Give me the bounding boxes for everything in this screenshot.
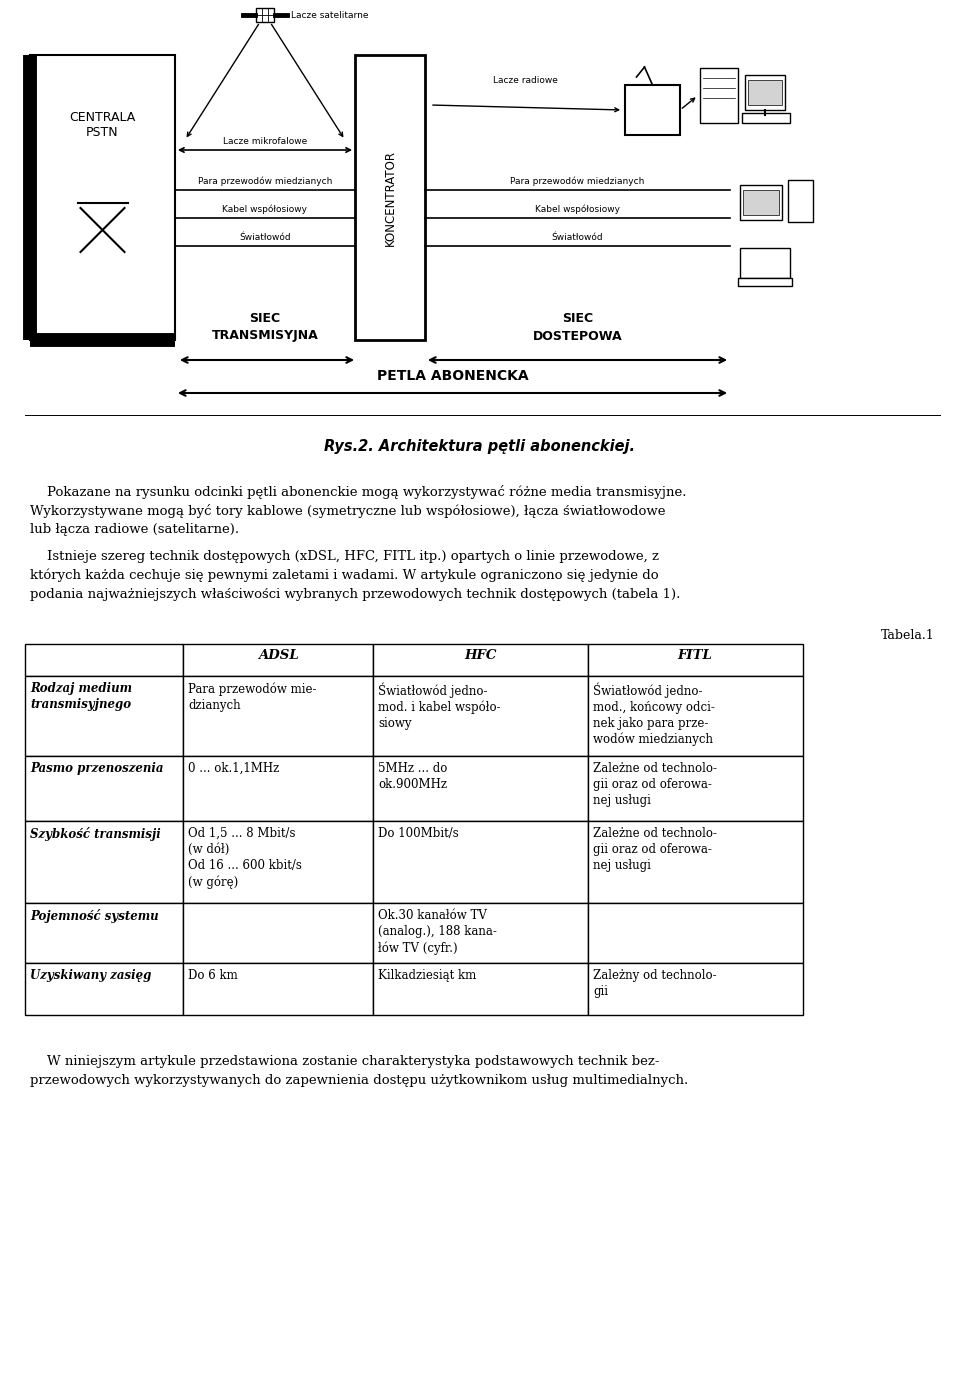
Bar bbox=[183, 675, 373, 756]
Text: ADSL: ADSL bbox=[257, 649, 299, 662]
Text: Pasmo przenoszenia: Pasmo przenoszenia bbox=[30, 761, 163, 775]
Bar bbox=[588, 675, 803, 756]
Text: Światłowód jedno-
mod. i kabel współo-
siowy: Światłowód jedno- mod. i kabel współo- s… bbox=[378, 682, 500, 730]
Text: 0 ... ok.1,1MHz: 0 ... ok.1,1MHz bbox=[188, 761, 279, 775]
Text: Zależny od technolo-
gii: Zależny od technolo- gii bbox=[593, 970, 716, 999]
Text: Kilkadziesiąt km: Kilkadziesiąt km bbox=[378, 970, 476, 982]
Bar bbox=[183, 963, 373, 1015]
Bar bbox=[355, 55, 425, 340]
Text: KONCENTRATOR: KONCENTRATOR bbox=[383, 150, 396, 245]
Bar bbox=[588, 821, 803, 903]
Text: FITL: FITL bbox=[678, 649, 712, 662]
Text: Ok.30 kanałów TV
(analog.), 188 kana-
łów TV (cyfr.): Ok.30 kanałów TV (analog.), 188 kana- łó… bbox=[378, 908, 497, 954]
Text: 5MHz ... do
ok.900MHz: 5MHz ... do ok.900MHz bbox=[378, 761, 447, 791]
Bar bbox=[373, 756, 588, 821]
Text: Uzyskiwany zasięg: Uzyskiwany zasięg bbox=[30, 970, 152, 982]
Bar bbox=[742, 112, 790, 123]
Bar bbox=[183, 644, 373, 675]
Text: Lacze mikrofalowe: Lacze mikrofalowe bbox=[223, 137, 307, 146]
Text: Do 100Mbit/s: Do 100Mbit/s bbox=[378, 827, 459, 841]
Text: Kabel współosiowy: Kabel współosiowy bbox=[535, 204, 620, 214]
Bar bbox=[25, 903, 183, 963]
Text: Pojemność systemu: Pojemność systemu bbox=[30, 908, 158, 922]
Text: Kabel współosiowy: Kabel współosiowy bbox=[223, 204, 307, 214]
Text: przewodowych wykorzystywanych do zapewnienia dostępu użytkownikom usług multimed: przewodowych wykorzystywanych do zapewni… bbox=[30, 1074, 688, 1087]
Text: Światłowód jedno-
mod., końcowy odci-
nek jako para prze-
wodów miedzianych: Światłowód jedno- mod., końcowy odci- ne… bbox=[593, 682, 715, 746]
Text: Wykorzystywane mogą być tory kablowe (symetryczne lub współosiowe), łącza światł: Wykorzystywane mogą być tory kablowe (sy… bbox=[30, 503, 665, 517]
Text: Rodzaj medium
transmisyjnego: Rodzaj medium transmisyjnego bbox=[30, 682, 132, 712]
Bar bbox=[183, 903, 373, 963]
Bar bbox=[588, 903, 803, 963]
Text: Tabela.1: Tabela.1 bbox=[881, 628, 935, 642]
Text: SIEC: SIEC bbox=[562, 312, 593, 325]
Text: DOSTEPOWA: DOSTEPOWA bbox=[533, 330, 622, 343]
Text: Zależne od technolo-
gii oraz od oferowa-
nej usługi: Zależne od technolo- gii oraz od oferowa… bbox=[593, 761, 717, 807]
Bar bbox=[788, 180, 813, 222]
Text: Lacze satelitarne: Lacze satelitarne bbox=[291, 11, 369, 19]
Bar bbox=[25, 644, 183, 675]
Bar bbox=[588, 963, 803, 1015]
Bar bbox=[183, 756, 373, 821]
Bar bbox=[373, 903, 588, 963]
Text: Od 1,5 ... 8 Mbit/s
(w dół)
Od 16 ... 600 kbit/s
(w górę): Od 1,5 ... 8 Mbit/s (w dół) Od 16 ... 60… bbox=[188, 827, 301, 889]
Bar bbox=[700, 68, 738, 123]
Bar bbox=[25, 675, 183, 756]
Text: Do 6 km: Do 6 km bbox=[188, 970, 238, 982]
Text: Rys.2. Architektura pętli abonenckiej.: Rys.2. Architektura pętli abonenckiej. bbox=[324, 440, 636, 455]
Bar bbox=[745, 75, 785, 110]
Bar bbox=[743, 190, 779, 215]
Bar bbox=[738, 277, 792, 286]
Text: Lacze radiowe: Lacze radiowe bbox=[492, 76, 558, 85]
Bar bbox=[256, 8, 274, 22]
Bar bbox=[373, 821, 588, 903]
Bar bbox=[588, 756, 803, 821]
Bar bbox=[25, 821, 183, 903]
Text: Pokazane na rysunku odcinki pętli abonenckie mogą wykorzystywać różne media tran: Pokazane na rysunku odcinki pętli abonen… bbox=[30, 485, 686, 499]
Text: Światłowód: Światłowód bbox=[552, 233, 603, 241]
Bar bbox=[748, 80, 782, 105]
Text: Para przewodów mie-
dzianych: Para przewodów mie- dzianych bbox=[188, 682, 317, 712]
Bar bbox=[373, 644, 588, 675]
Bar bbox=[183, 821, 373, 903]
Text: Szybkość transmisji: Szybkość transmisji bbox=[30, 827, 160, 841]
Text: TRANSMISYJNA: TRANSMISYJNA bbox=[211, 330, 319, 343]
Text: Istnieje szereg technik dostępowych (xDSL, HFC, FITL itp.) opartych o linie prze: Istnieje szereg technik dostępowych (xDS… bbox=[30, 551, 659, 563]
Text: PETLA ABONENCKA: PETLA ABONENCKA bbox=[376, 369, 528, 383]
Text: lub łącza radiowe (satelitarne).: lub łącza radiowe (satelitarne). bbox=[30, 523, 239, 535]
Bar bbox=[373, 963, 588, 1015]
Text: Zależne od technolo-
gii oraz od oferowa-
nej usługi: Zależne od technolo- gii oraz od oferowa… bbox=[593, 827, 717, 872]
Bar bbox=[625, 85, 680, 135]
Text: CENTRALA
PSTN: CENTRALA PSTN bbox=[69, 111, 135, 139]
Text: W niniejszym artykule przedstawiona zostanie charakterystyka podstawowych techni: W niniejszym artykule przedstawiona zost… bbox=[30, 1056, 660, 1068]
Bar bbox=[740, 184, 782, 221]
Text: których każda cechuje się pewnymi zaletami i wadami. W artykule ograniczono się : których każda cechuje się pewnymi zaleta… bbox=[30, 569, 659, 583]
Text: Para przewodów miedzianych: Para przewodów miedzianych bbox=[511, 176, 645, 186]
Bar bbox=[588, 644, 803, 675]
Bar bbox=[30, 55, 175, 340]
Bar bbox=[25, 756, 183, 821]
Text: Światłowód: Światłowód bbox=[239, 233, 291, 241]
Bar bbox=[373, 675, 588, 756]
Text: HFC: HFC bbox=[464, 649, 496, 662]
Bar bbox=[740, 248, 790, 277]
Text: podania najważniejszych właściwości wybranych przewodowych technik dostępowych (: podania najważniejszych właściwości wybr… bbox=[30, 588, 681, 601]
Text: SIEC: SIEC bbox=[250, 312, 280, 325]
Bar bbox=[25, 963, 183, 1015]
Text: Para przewodów miedzianych: Para przewodów miedzianych bbox=[198, 176, 332, 186]
